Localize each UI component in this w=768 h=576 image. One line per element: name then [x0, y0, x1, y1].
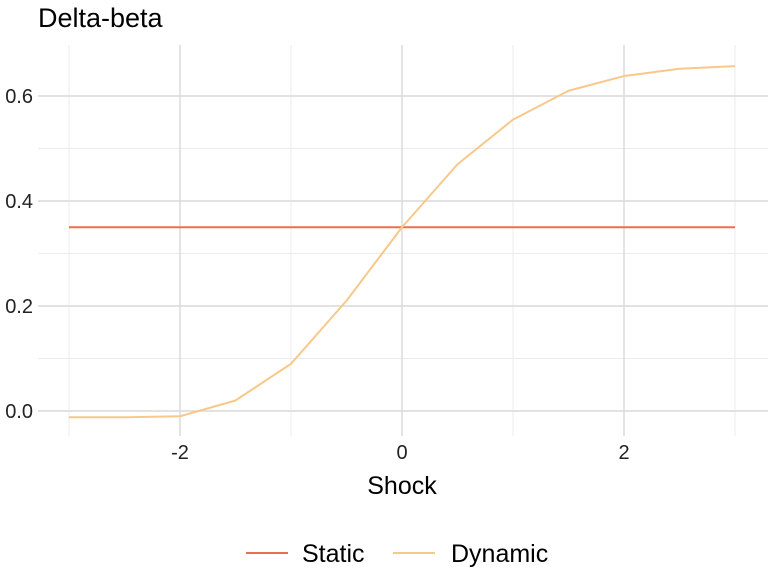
x-tick-label: 2: [618, 442, 629, 464]
y-tick-label: 0.4: [5, 191, 33, 213]
x-axis-title: Shock: [367, 472, 437, 500]
series-line-dynamic: [69, 65, 736, 419]
legend: Static Dynamic: [246, 540, 548, 568]
grid-major: [38, 45, 768, 436]
legend-label: Static: [302, 540, 365, 568]
y-tick-label: 0.0: [5, 401, 33, 423]
legend-label: Dynamic: [451, 540, 548, 568]
x-axis-ticks: -2 0 2: [171, 442, 629, 464]
legend-item-static: Static: [246, 540, 365, 568]
x-tick-label: 0: [396, 442, 407, 464]
y-axis-ticks: 0.0 0.2 0.4 0.6: [5, 86, 33, 423]
y-tick-label: 0.6: [5, 86, 33, 108]
chart-title: Delta-beta: [38, 3, 164, 33]
y-tick-label: 0.2: [5, 296, 33, 318]
x-tick-label: -2: [171, 442, 189, 464]
legend-item-dynamic: Dynamic: [393, 540, 548, 568]
series-layer: [69, 65, 736, 419]
grid-minor: [38, 45, 768, 436]
